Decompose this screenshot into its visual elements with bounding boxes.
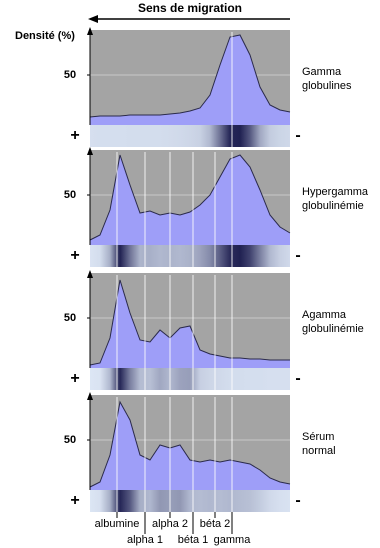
anode-label: + [70, 127, 79, 144]
panel-label: globulines [302, 80, 352, 92]
gel-strip [90, 125, 290, 147]
migration-arrowhead [88, 15, 98, 23]
anode-label: + [70, 247, 79, 264]
gel-strip [90, 490, 290, 512]
gel-strip [90, 368, 290, 390]
migration-title: Sens de migration [138, 1, 242, 15]
figure: Sens de migration Densité (%) 50 + - Gamma g… [0, 0, 380, 548]
panel-label: Hypergamma [302, 186, 369, 198]
cathode-label: - [295, 247, 300, 264]
panel-label: globulinémie [302, 200, 364, 212]
anode-label: + [70, 370, 79, 387]
y-tick-label: 50 [64, 312, 76, 324]
fraction-label: albumine [95, 518, 140, 530]
anode-label: + [70, 492, 79, 509]
fraction-label: alpha 1 [127, 534, 163, 546]
cathode-label: - [295, 370, 300, 387]
panel-label: normal [302, 445, 336, 457]
gel-strip [90, 245, 290, 267]
panel-label: globulinémie [302, 323, 364, 335]
panel-label: Sérum [302, 431, 334, 443]
cathode-label: - [295, 127, 300, 144]
fraction-label: gamma [214, 534, 252, 546]
y-tick-label: 50 [64, 189, 76, 201]
panel-label: Agamma [302, 309, 347, 321]
fraction-label: béta 2 [200, 518, 231, 530]
panel-label: Gamma [302, 66, 342, 78]
fraction-label: alpha 2 [152, 518, 188, 530]
cathode-label: - [295, 492, 300, 509]
y-tick-label: 50 [64, 69, 76, 81]
y-axis-label: Densité (%) [15, 30, 75, 42]
y-tick-label: 50 [64, 434, 76, 446]
fraction-label: béta 1 [178, 534, 209, 546]
